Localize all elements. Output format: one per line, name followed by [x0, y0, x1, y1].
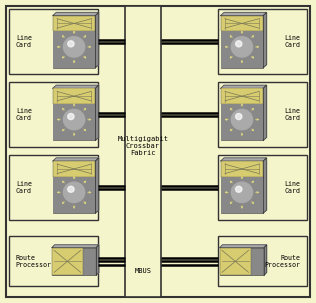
- Bar: [221, 161, 263, 177]
- Bar: [221, 88, 263, 104]
- Bar: [9, 9, 98, 74]
- Text: Line
Card: Line Card: [284, 181, 300, 194]
- Polygon shape: [264, 245, 267, 275]
- Polygon shape: [263, 12, 267, 68]
- Bar: [221, 31, 263, 68]
- Bar: [52, 248, 96, 275]
- Polygon shape: [53, 85, 99, 88]
- Bar: [53, 31, 95, 68]
- Polygon shape: [263, 158, 267, 213]
- Bar: [221, 88, 263, 140]
- Bar: [53, 88, 95, 104]
- Bar: [221, 15, 263, 68]
- Text: Line
Card: Line Card: [16, 35, 32, 48]
- Circle shape: [235, 114, 242, 120]
- Bar: [218, 155, 307, 220]
- Polygon shape: [96, 245, 99, 275]
- Polygon shape: [220, 245, 267, 248]
- Circle shape: [64, 37, 85, 57]
- Polygon shape: [52, 245, 99, 248]
- Circle shape: [231, 109, 252, 130]
- Bar: [218, 236, 307, 286]
- Polygon shape: [221, 158, 267, 161]
- Polygon shape: [53, 158, 99, 161]
- Polygon shape: [95, 158, 99, 213]
- Bar: [221, 161, 263, 213]
- Circle shape: [68, 41, 74, 47]
- Text: Line
Card: Line Card: [16, 108, 32, 121]
- Circle shape: [231, 37, 252, 57]
- Circle shape: [235, 41, 242, 47]
- Bar: [53, 88, 95, 140]
- Bar: [53, 161, 95, 177]
- Circle shape: [64, 109, 85, 130]
- Bar: [220, 248, 251, 275]
- Circle shape: [235, 186, 242, 192]
- Bar: [53, 177, 95, 213]
- Circle shape: [231, 182, 252, 202]
- Text: Line
Card: Line Card: [284, 35, 300, 48]
- Text: Line
Card: Line Card: [16, 181, 32, 194]
- Bar: [9, 236, 98, 286]
- Circle shape: [68, 186, 74, 192]
- Text: Line
Card: Line Card: [284, 108, 300, 121]
- Text: Route
Processor: Route Processor: [16, 255, 52, 268]
- Polygon shape: [221, 85, 267, 88]
- Polygon shape: [221, 12, 267, 15]
- Polygon shape: [95, 12, 99, 68]
- Text: MBUS: MBUS: [135, 268, 151, 274]
- Bar: [221, 177, 263, 213]
- Bar: [221, 104, 263, 140]
- Bar: [53, 161, 95, 213]
- Bar: [221, 16, 263, 31]
- Bar: [53, 15, 95, 68]
- Bar: [53, 104, 95, 140]
- Bar: [125, 6, 161, 297]
- Polygon shape: [53, 12, 99, 15]
- Circle shape: [68, 114, 74, 120]
- Polygon shape: [95, 85, 99, 140]
- Text: Multigigabit
Crossbar
Fabric: Multigigabit Crossbar Fabric: [118, 136, 168, 156]
- Bar: [218, 9, 307, 74]
- Text: Route
Processor: Route Processor: [264, 255, 300, 268]
- Bar: [220, 248, 264, 275]
- Polygon shape: [263, 85, 267, 140]
- Circle shape: [64, 182, 85, 202]
- Bar: [9, 155, 98, 220]
- Bar: [52, 248, 83, 275]
- Bar: [9, 82, 98, 147]
- Bar: [218, 82, 307, 147]
- Bar: [53, 16, 95, 31]
